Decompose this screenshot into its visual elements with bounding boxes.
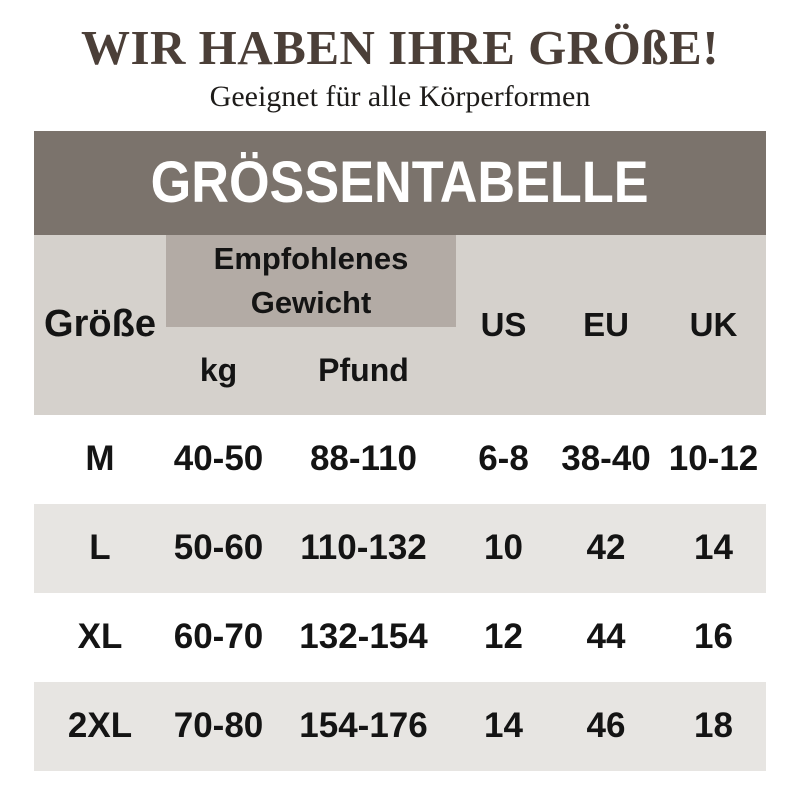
cell-kg: 70-80	[173, 706, 264, 746]
table-title-banner: GRÖSSENTABELLE	[34, 130, 766, 235]
cell-eu: 46	[586, 706, 626, 746]
cell-kg: 50-60	[173, 528, 264, 568]
cell-size: M	[85, 439, 115, 479]
cell-us: 6-8	[478, 439, 529, 479]
cell-pounds: 154-176	[299, 706, 428, 746]
cell-size: 2XL	[67, 706, 133, 746]
table-row: L 50-60 110-132 10 42 14	[34, 503, 766, 593]
table-row: M 40-50 88-110 6-8 38-40 10-12	[34, 414, 766, 504]
column-header-eu: EU	[583, 305, 629, 343]
cell-pounds: 110-132	[300, 528, 427, 568]
table-body: M 40-50 88-110 6-8 38-40 10-12 L 50-60 110-132 10…	[34, 414, 766, 771]
column-header-us: US	[480, 305, 527, 343]
cell-uk: 14	[694, 528, 733, 568]
cell-eu: 44	[586, 617, 626, 657]
cell-size: XL	[77, 617, 123, 657]
cell-pounds: 132-154	[299, 617, 428, 657]
cell-eu: 38-40	[561, 439, 651, 479]
page-subtitle: Geeignet für alle Körperformen	[209, 79, 591, 113]
cell-eu: 42	[586, 528, 626, 568]
cell-kg: 60-70	[173, 617, 264, 657]
cell-size: L	[89, 528, 111, 568]
table-row: 2XL 70-80 154-176 14 46 18	[34, 681, 766, 771]
column-header-uk: UK	[689, 305, 738, 343]
table-header: Größe Empfohlenes Gewicht kg Pfund US EU…	[34, 234, 766, 415]
column-header-kg: kg	[199, 352, 238, 389]
table-title: GRÖSSENTABELLE	[151, 150, 649, 216]
page-title: WIR HABEN IHRE GRÖßE!	[80, 20, 720, 75]
cell-pounds: 88-110	[309, 439, 418, 479]
weight-group-label: Empfohlenes Gewicht	[213, 240, 409, 320]
cell-uk: 16	[694, 617, 733, 657]
size-chart: GRÖSSENTABELLE Größe Empfohlenes Gewicht…	[34, 130, 766, 771]
cell-us: 14	[484, 706, 523, 746]
cell-uk: 10-12	[668, 439, 759, 479]
table-row: XL 60-70 132-154 12 44 16	[34, 592, 766, 682]
cell-us: 10	[484, 528, 523, 568]
column-header-size: Größe	[44, 303, 156, 346]
cell-kg: 40-50	[173, 439, 264, 479]
column-header-weight-group: Empfohlenes Gewicht	[166, 234, 456, 327]
column-header-pounds: Pfund	[318, 352, 409, 389]
cell-uk: 18	[694, 706, 733, 746]
cell-us: 12	[484, 617, 523, 657]
